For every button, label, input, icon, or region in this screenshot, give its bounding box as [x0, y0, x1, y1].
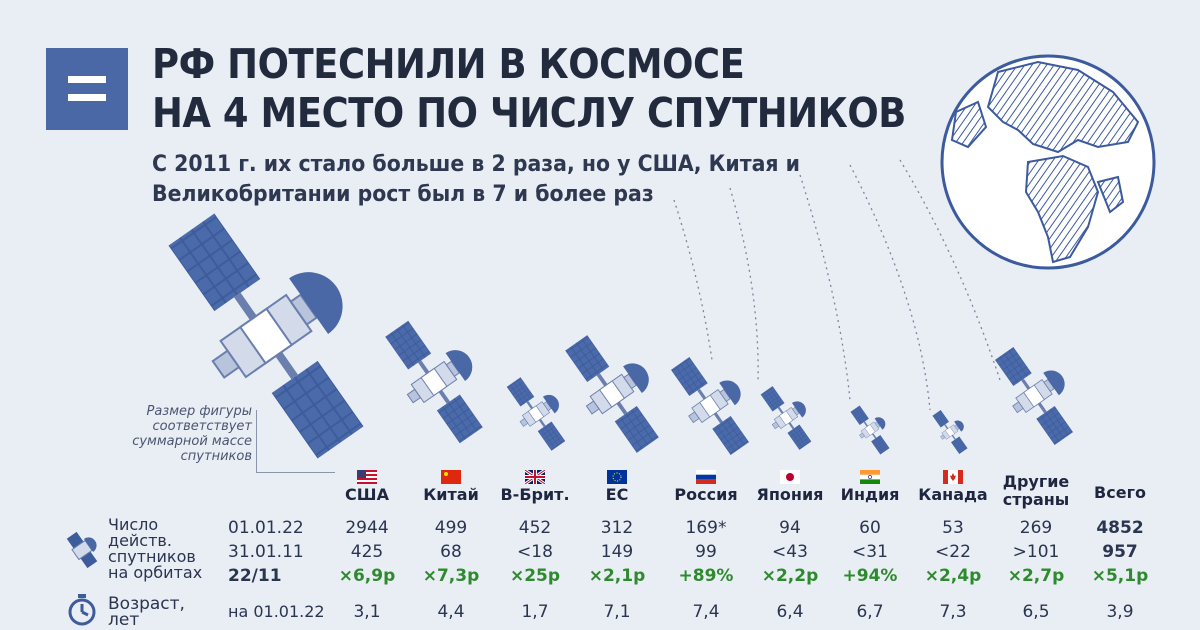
value-2022: 269 [1019, 518, 1053, 538]
value-2022: 60 [859, 518, 881, 538]
subtitle-line-1: С 2011 г. их стало больше в 2 раза, но у… [152, 152, 800, 177]
value-2011: 99 [695, 542, 717, 562]
satellite-canada [927, 403, 977, 458]
value-2022: 452 [518, 518, 552, 538]
page-subtitle: С 2011 г. их стало больше в 2 раза, но у… [152, 150, 800, 210]
country-name: Канада [918, 485, 988, 504]
row-label-line: действ. [108, 531, 172, 550]
title-line-1: РФ ПОТЕСНИЛИ В КОСМОСЕ [152, 40, 745, 88]
growth-value: ×7,3р [422, 566, 480, 586]
row-label-line: на орбитах [108, 563, 203, 582]
growth-value: ×2,2р [761, 566, 819, 586]
row-label-line: Возраст, [108, 594, 185, 614]
subtitle-line-2: Великобритании рост был в 7 и более раз [152, 182, 654, 207]
value-2022: 94 [779, 518, 801, 538]
country-name: Другие [1002, 472, 1070, 491]
date-2011: 31.01.11 [228, 542, 304, 562]
value-2011: >101 [1012, 542, 1060, 562]
age-value: 1,7 [521, 602, 549, 622]
country-name: В-Брит. [500, 485, 570, 504]
growth-value: ×2,1р [588, 566, 646, 586]
note-line-3: суммарной массе [132, 434, 252, 449]
country-name: Китай [423, 485, 479, 504]
age-value: 6,4 [776, 602, 804, 622]
country-name: ЕС [605, 485, 629, 504]
row-label-line: спутников [108, 547, 196, 566]
size-note: Размер фигуры соответствует суммарной ма… [112, 404, 252, 464]
value-2011: <18 [517, 542, 553, 562]
logo-equals-icon [46, 48, 128, 130]
flag-russia-icon [696, 470, 716, 484]
globe-icon [940, 54, 1156, 270]
row-label-line: лет [108, 610, 140, 630]
growth-value: +89% [678, 566, 734, 586]
growth-value: ×5,1р [1091, 566, 1149, 586]
row-label-line: Число [108, 515, 159, 534]
flag-china-icon [441, 470, 461, 484]
age-value: 7,1 [603, 602, 631, 622]
growth-value: ×2,7р [1007, 566, 1065, 586]
satellite-japan [754, 377, 824, 455]
flag-india-icon [860, 470, 880, 484]
age-value: 7,4 [692, 602, 720, 622]
row-label-age: Возраст, лет [108, 594, 185, 630]
stopwatch-icon [68, 594, 96, 626]
flag-usa-icon [357, 470, 377, 484]
value-2022: 312 [600, 518, 634, 538]
growth-value: +94% [842, 566, 898, 586]
value-2022: 499 [434, 518, 468, 538]
value-2011: 68 [440, 542, 462, 562]
row-label-satellites: Число действ. спутников на орбитах [108, 517, 202, 581]
age-value: 3,1 [353, 602, 381, 622]
value-2011: <22 [935, 542, 971, 562]
flag-uk-icon [525, 470, 545, 484]
satellite-uk [499, 366, 580, 457]
satellite-china [372, 303, 508, 453]
age-value: 4,4 [437, 602, 465, 622]
satellite-row-icon [66, 531, 98, 569]
date-2022: 01.01.22 [228, 518, 304, 538]
growth-value: ×25р [509, 566, 561, 586]
note-line-4: спутников [180, 449, 252, 464]
value-2011: <31 [852, 542, 888, 562]
satellite-eu [552, 318, 683, 462]
page-title: РФ ПОТЕСНИЛИ В КОСМОСЕ НА 4 МЕСТО ПО ЧИС… [152, 40, 906, 138]
age-value: 6,5 [1022, 602, 1050, 622]
value-2011: 149 [600, 542, 634, 562]
satellite-russia [660, 343, 769, 463]
flag-eu-icon [607, 470, 627, 484]
note-line-2: соответствует [152, 419, 252, 434]
value-2022: 4852 [1096, 518, 1144, 538]
note-bracket [256, 410, 335, 473]
country-name: Россия [674, 485, 738, 504]
note-line-1: Размер фигуры [146, 404, 252, 419]
value-2011: 957 [1102, 542, 1138, 562]
age-value: 6,7 [856, 602, 884, 622]
country-name: Индия [840, 485, 900, 504]
country-name: США [345, 485, 389, 504]
value-2011: 425 [350, 542, 384, 562]
country-name: Япония [756, 485, 824, 504]
value-2022: 2944 [345, 518, 389, 538]
title-line-2: НА 4 МЕСТО ПО ЧИСЛУ СПУТНИКОВ [152, 89, 906, 137]
age-date: на 01.01.22 [228, 602, 325, 621]
satellite-other [984, 333, 1093, 453]
value-2022: 169* [685, 518, 727, 538]
age-value: 7,3 [939, 602, 967, 622]
age-value: 3,9 [1106, 602, 1134, 622]
value-2022: 53 [942, 518, 964, 538]
flag-japan-icon [780, 470, 800, 484]
satellite-india [845, 398, 900, 459]
country-name: Всего [1094, 483, 1146, 502]
flag-canada-icon [943, 470, 963, 484]
growth-value: ×2,4р [924, 566, 982, 586]
value-2011: <43 [772, 542, 808, 562]
date-period: 22/11 [228, 566, 282, 586]
country-name-line-2: страны [1002, 490, 1070, 509]
growth-value: ×6,9р [338, 566, 396, 586]
